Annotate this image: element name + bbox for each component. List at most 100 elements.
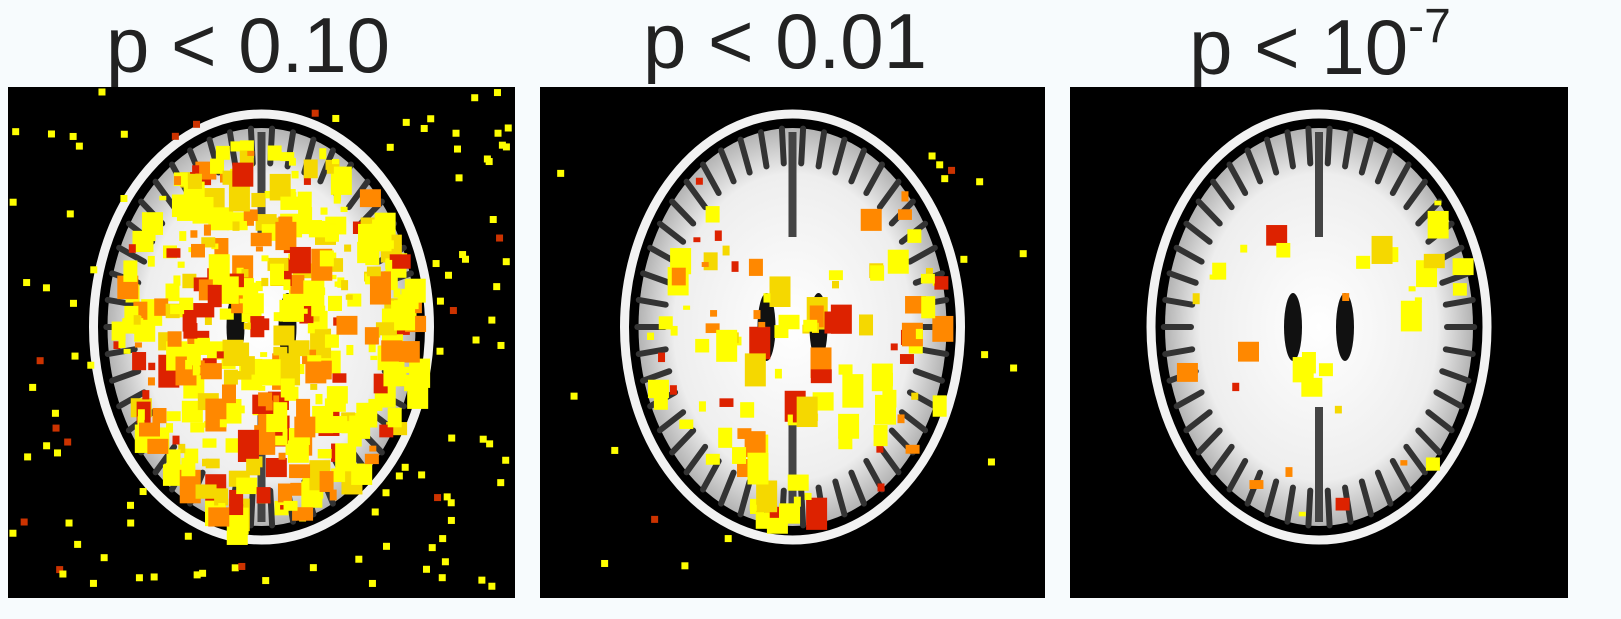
activation-voxel [193,197,214,224]
noise-voxel [445,272,452,279]
title-base: p < 10 [1189,3,1408,91]
activation-voxel [383,362,404,386]
activation-voxel [1301,378,1322,397]
activation-voxel [303,280,324,306]
activation-voxel [159,196,166,200]
activation-voxel [319,148,326,159]
panel-title: p < 10-7 [1189,0,1451,91]
noise-voxel [140,488,147,495]
activation-voxel [874,425,888,446]
noise-voxel [37,357,44,364]
panel-title: p < 0.01 [643,0,927,85]
activation-voxel [166,423,173,433]
activation-voxel [839,364,853,374]
activation-voxel [260,359,281,385]
activation-voxel [280,197,301,210]
activation-voxel [1424,254,1445,268]
noise-voxel [448,435,455,442]
activation-voxel [723,246,730,256]
noise-voxel [66,520,73,527]
activation-voxel [204,224,211,235]
activation-voxel [278,217,292,239]
activation-voxel [706,206,720,222]
activation-voxel [932,316,953,342]
noise-voxel [434,494,441,501]
noise-voxel [473,336,480,343]
noise-voxel [502,457,509,464]
activation-voxel [261,278,268,286]
brain-image [540,87,1045,598]
activation-voxel [872,364,893,392]
activation-voxel [258,392,272,406]
activation-voxel [149,235,156,241]
activation-voxel [332,373,346,382]
noise-voxel [439,574,446,581]
activation-voxel [341,280,348,290]
noise-voxel [988,458,995,465]
noise-voxel [10,199,17,206]
activation-voxel [152,408,166,423]
activation-voxel [1210,275,1217,280]
noise-voxel [9,530,16,537]
activation-voxel [1426,457,1440,470]
sulcus [1308,491,1310,526]
sulcus [1308,129,1310,164]
noise-voxel [456,174,463,181]
noise-voxel [90,266,97,273]
activation-voxel [325,334,339,347]
activation-voxel [135,342,142,347]
activation-voxel [876,445,883,452]
activation-voxel [284,501,298,511]
activation-voxel [906,445,920,454]
noise-voxel [496,235,503,242]
noise-voxel [52,410,59,417]
activation-voxel [750,505,757,511]
noise-voxel [442,558,449,565]
activation-voxel [226,438,240,452]
noise-voxel [948,167,955,174]
noise-voxel [423,566,430,573]
activation-voxel [167,449,181,465]
activation-voxel [304,159,318,178]
activation-voxel [124,349,131,354]
activation-voxel [394,300,415,330]
activation-voxel [266,458,287,477]
activation-voxel [1453,283,1467,296]
activation-voxel [747,453,768,485]
activation-voxel [134,315,141,325]
sulcus [801,129,803,164]
activation-voxel [788,475,809,491]
noise-voxel [70,300,77,307]
noise-voxel [29,384,36,391]
noise-voxel [976,178,983,185]
activation-voxel [177,204,191,220]
activation-voxel [695,339,709,353]
noise-voxel [355,556,362,563]
noise-voxel [23,279,30,286]
activation-voxel [320,471,334,492]
activation-voxel [173,275,180,285]
activation-voxel [129,244,136,253]
activation-voxel [1238,342,1259,362]
activation-voxel [190,230,197,237]
activation-voxel [208,507,229,526]
noise-voxel [72,353,79,360]
noise-voxel [199,570,206,577]
activation-voxel [256,247,263,252]
activation-voxel [745,353,766,386]
activation-voxel [268,145,282,160]
activation-voxel [875,395,896,425]
noise-voxel [503,143,510,150]
activation-voxel [732,261,739,272]
activation-voxel [842,374,863,408]
noise-voxel [493,283,500,290]
activation-voxel [188,174,202,189]
activation-voxel [679,420,693,429]
noise-voxel [471,94,478,101]
noise-voxel [70,133,77,140]
activation-voxel [327,166,334,174]
noise-voxel [172,133,179,140]
noise-voxel [462,256,469,263]
activation-voxel [351,464,372,485]
noise-voxel [372,508,379,515]
